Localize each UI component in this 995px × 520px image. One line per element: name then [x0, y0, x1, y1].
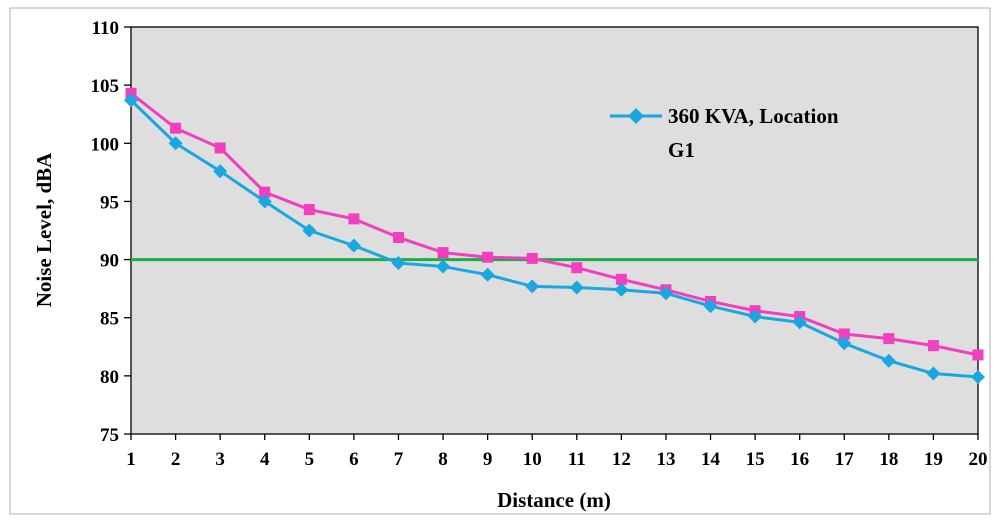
- y-tick-label: 75: [100, 425, 119, 446]
- data-point-square: [973, 349, 984, 360]
- x-tick-label: 14: [701, 449, 721, 470]
- x-tick-label: 15: [746, 449, 765, 470]
- data-point-square: [304, 204, 315, 215]
- x-tick-label: 16: [790, 449, 809, 470]
- y-tick-label: 95: [100, 192, 119, 213]
- x-tick-label: 9: [483, 449, 493, 470]
- y-tick-label: 90: [100, 251, 119, 272]
- legend-label-line-1: 360 KVA, Location: [668, 104, 839, 128]
- x-tick-label: 10: [523, 449, 542, 470]
- legend-label-line-2: G1: [668, 138, 695, 162]
- data-point-square: [170, 123, 181, 134]
- data-point-square: [215, 142, 226, 153]
- y-tick-label: 85: [100, 309, 119, 330]
- x-tick-label: 3: [215, 449, 225, 470]
- data-point-square: [928, 340, 939, 351]
- x-tick-label: 11: [568, 449, 586, 470]
- data-point-square: [438, 247, 449, 258]
- x-axis-title: Distance (m): [497, 488, 611, 512]
- y-tick-label: 100: [91, 134, 120, 155]
- x-tick-label: 20: [969, 449, 988, 470]
- x-tick-label: 6: [349, 449, 359, 470]
- x-tick-label: 8: [438, 449, 448, 470]
- data-point-square: [482, 252, 493, 263]
- y-tick-label: 110: [92, 18, 119, 39]
- x-tick-label: 13: [656, 449, 675, 470]
- x-tick-label: 1: [126, 449, 136, 470]
- data-point-square: [883, 333, 894, 344]
- x-tick-label: 2: [171, 449, 181, 470]
- y-axis-title: Noise Level, dBA: [32, 152, 56, 307]
- data-point-square: [348, 213, 359, 224]
- data-point-square: [571, 262, 582, 273]
- x-tick-label: 4: [260, 449, 270, 470]
- data-point-square: [527, 253, 538, 264]
- x-tick-label: 12: [612, 449, 631, 470]
- y-tick-label: 80: [100, 367, 119, 388]
- y-tick-label: 105: [91, 76, 120, 97]
- x-tick-label: 5: [305, 449, 315, 470]
- x-tick-label: 18: [879, 449, 898, 470]
- plot-area: [131, 27, 978, 434]
- x-tick-label: 17: [835, 449, 855, 470]
- x-tick-label: 19: [924, 449, 943, 470]
- x-tick-label: 7: [394, 449, 404, 470]
- data-point-square: [393, 232, 404, 243]
